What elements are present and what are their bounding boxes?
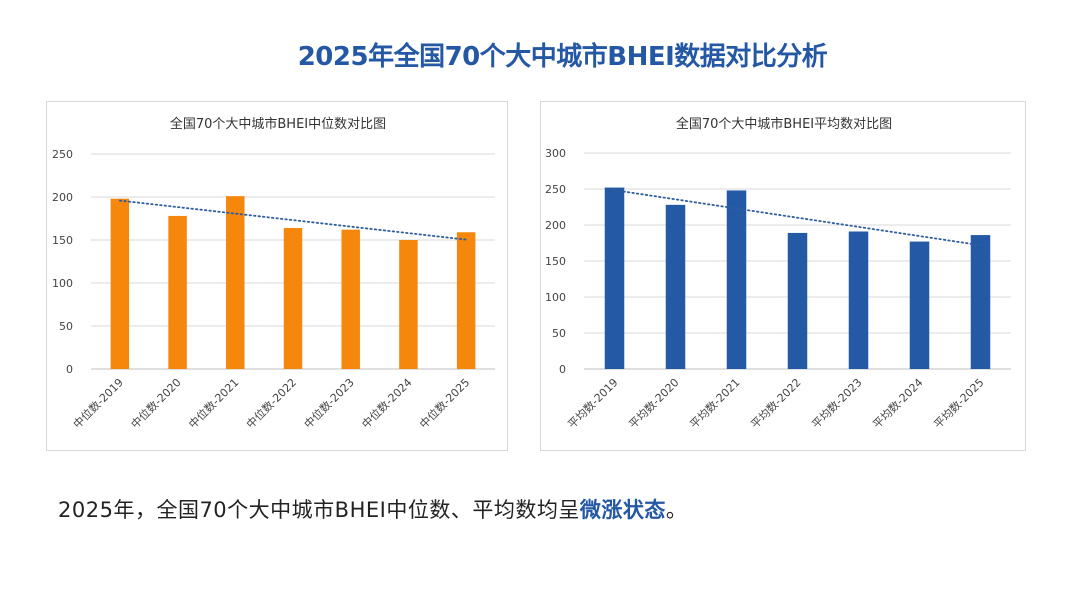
median-y-tick-label: 200 xyxy=(52,191,73,204)
mean-y-tick-label: 0 xyxy=(559,363,566,376)
mean-x-tick-label: 平均数-2021 xyxy=(687,376,742,431)
median-y-tick-label: 150 xyxy=(52,234,73,247)
median-chart-panel: 全国70个大中城市BHEI中位数对比图 0 50 100 150 200 250 中位数-20… xyxy=(46,101,508,451)
median-bar-中位数-2022 xyxy=(283,227,303,369)
median-bar-中位数-2024 xyxy=(399,240,418,369)
mean-bar-平均数-2020 xyxy=(665,204,686,369)
median-x-tick-label: 中位数-2023 xyxy=(301,375,357,431)
median-y-tick-label: 50 xyxy=(59,320,73,333)
median-bar-中位数-2023 xyxy=(341,229,360,369)
median-bar-中位数-2025 xyxy=(456,232,476,369)
summary-highlight: 微涨状态 xyxy=(579,498,666,522)
mean-bar-平均数-2023 xyxy=(848,231,869,369)
mean-bar-平均数-2019 xyxy=(604,187,625,369)
median-chart-title: 全国70个大中城市BHEI中位数对比图 xyxy=(170,116,386,132)
median-x-tick-label: 中位数-2019 xyxy=(70,375,126,431)
summary-suffix: 。 xyxy=(665,498,688,522)
median-x-tick-label: 中位数-2024 xyxy=(359,375,415,431)
mean-chart-panel: 全国70个大中城市BHEI平均数对比图 0 50 100 150 200 250 300 平均数… xyxy=(540,101,1026,451)
median-bar-中位数-2020 xyxy=(168,215,187,369)
mean-bar-chart: 全国70个大中城市BHEI平均数对比图 0 50 100 150 200 250 300 平均数… xyxy=(545,116,1011,431)
page-title: 2025年全国70个大中城市BHEI数据对比分析 xyxy=(297,42,828,72)
median-bar-chart: 全国70个大中城市BHEI中位数对比图 0 50 100 150 200 250 中位数-20… xyxy=(52,116,495,431)
mean-y-tick-label: 200 xyxy=(545,219,566,232)
median-trendline xyxy=(118,199,468,241)
median-bar-中位数-2021 xyxy=(226,196,245,369)
mean-trendline xyxy=(613,189,982,247)
median-x-tick-label: 中位数-2022 xyxy=(243,375,299,431)
mean-y-tick-label: 100 xyxy=(545,291,566,304)
mean-x-tick-label: 平均数-2024 xyxy=(870,376,925,431)
mean-y-tick-label: 150 xyxy=(545,255,566,268)
median-x-tick-label: 中位数-2021 xyxy=(186,375,242,431)
median-bar-中位数-2019 xyxy=(110,198,130,369)
mean-y-tick-label: 250 xyxy=(545,183,566,196)
median-x-tick-label: 中位数-2020 xyxy=(128,375,184,431)
median-x-tick-label: 中位数-2025 xyxy=(416,375,472,431)
mean-bar-平均数-2025 xyxy=(970,235,991,369)
mean-x-tick-label: 平均数-2023 xyxy=(809,376,864,431)
mean-chart-title: 全国70个大中城市BHEI平均数对比图 xyxy=(676,116,892,132)
mean-bar-平均数-2021 xyxy=(726,190,747,369)
mean-x-tick-label: 平均数-2025 xyxy=(931,376,986,431)
median-y-tick-label: 100 xyxy=(52,277,73,290)
mean-bar-平均数-2024 xyxy=(909,241,930,369)
mean-x-tick-label: 平均数-2022 xyxy=(748,376,803,431)
mean-y-tick-label: 50 xyxy=(552,327,566,340)
mean-x-tick-label: 平均数-2019 xyxy=(565,376,620,431)
mean-y-tick-label: 300 xyxy=(545,147,566,160)
summary-prefix: 2025年，全国70个大中城市BHEI中位数、平均数均呈 xyxy=(58,498,580,522)
summary-text: 2025年，全国70个大中城市BHEI中位数、平均数均呈微涨状态。 xyxy=(58,494,687,524)
median-y-tick-label: 250 xyxy=(52,148,73,161)
median-y-tick-label: 0 xyxy=(66,363,73,376)
mean-bar-平均数-2022 xyxy=(787,232,808,369)
mean-x-tick-label: 平均数-2020 xyxy=(626,376,681,431)
